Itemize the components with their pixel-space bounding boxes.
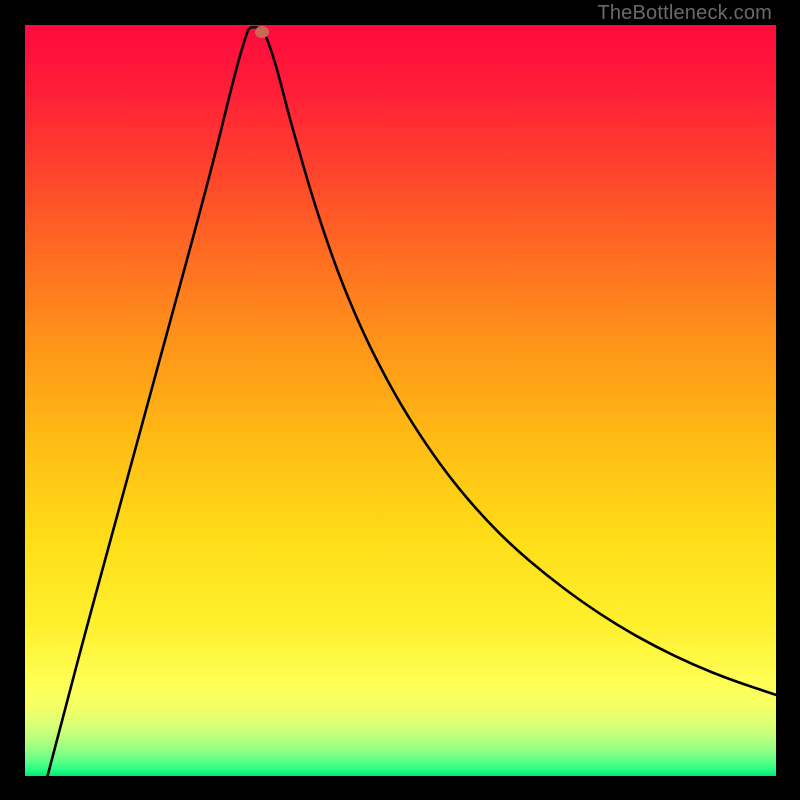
figure-root: TheBottleneck.com [0, 0, 800, 800]
optimal-point-marker [255, 26, 269, 38]
plot-area [25, 25, 776, 776]
watermark-text: TheBottleneck.com [597, 2, 772, 25]
bottleneck-curve [25, 25, 776, 776]
